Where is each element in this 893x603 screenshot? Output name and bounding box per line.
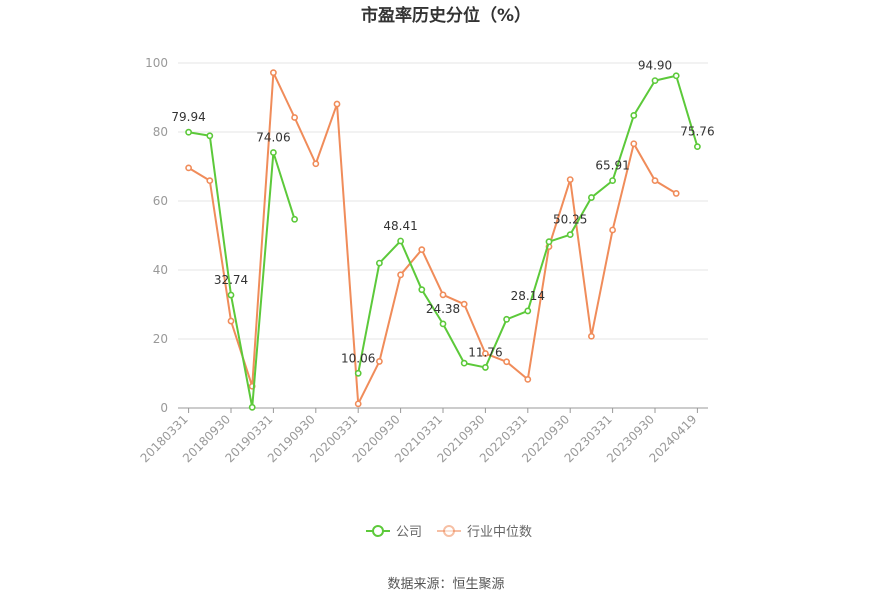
data-label: 50.25: [553, 213, 587, 227]
series-line: [188, 71, 677, 405]
data-label: 79.94: [171, 110, 205, 124]
y-tick-label: 40: [153, 263, 168, 277]
legend-item-company[interactable]: 公司: [366, 525, 422, 540]
data-point[interactable]: [418, 246, 426, 254]
x-axis: 2018033120180930201903312019093020200331…: [138, 407, 708, 465]
data-point[interactable]: [375, 358, 383, 365]
data-point[interactable]: [185, 128, 192, 136]
data-point[interactable]: [354, 369, 362, 377]
data-point[interactable]: [269, 149, 277, 156]
data-point[interactable]: [333, 100, 341, 108]
data-point[interactable]: [185, 164, 192, 172]
y-tick-label: 0: [160, 401, 168, 415]
data-label: 11.76: [468, 345, 502, 359]
data-label: 94.90: [638, 59, 672, 73]
data-point[interactable]: [397, 237, 404, 245]
data-point[interactable]: [672, 72, 680, 80]
y-tick-label: 80: [153, 125, 168, 139]
data-label: 10.06: [341, 351, 375, 365]
data-point[interactable]: [312, 160, 320, 168]
data-point[interactable]: [269, 69, 277, 77]
data-label: 28.14: [511, 289, 545, 303]
data-point[interactable]: [545, 238, 553, 246]
series-line: [188, 131, 296, 409]
legend-company-label: 公司: [396, 525, 422, 540]
data-point[interactable]: [418, 286, 426, 294]
legend-industry-label: 行业中位数: [467, 525, 532, 540]
data-point[interactable]: [481, 350, 489, 357]
data-label: 48.41: [383, 219, 417, 233]
legend-industry-marker: [443, 525, 455, 537]
data-point[interactable]: [609, 177, 616, 185]
data-point[interactable]: [248, 403, 256, 411]
data-point[interactable]: [588, 194, 595, 201]
data-point[interactable]: [672, 190, 680, 197]
data-label: 24.38: [426, 302, 460, 316]
data-point[interactable]: [630, 140, 638, 148]
data-point[interactable]: [291, 215, 298, 223]
y-tick-label: 100: [145, 56, 168, 70]
data-point[interactable]: [630, 112, 638, 119]
data-point[interactable]: [566, 231, 574, 239]
data-point[interactable]: [651, 177, 659, 185]
data-point[interactable]: [503, 315, 510, 323]
grid-lines: [178, 62, 708, 340]
data-point[interactable]: [524, 375, 532, 383]
data-label: 74.06: [256, 130, 290, 144]
data-label: 65.91: [595, 159, 629, 173]
chart-title: 市盈率历史分位（%）: [361, 5, 531, 26]
series-layer: [185, 69, 701, 411]
data-point[interactable]: [206, 177, 214, 185]
series-industry: [185, 69, 680, 408]
legend-company-marker: [372, 525, 384, 537]
data-point[interactable]: [375, 259, 383, 267]
legend: 公司 行业中位数: [366, 525, 532, 540]
data-point[interactable]: [588, 332, 595, 340]
data-point[interactable]: [227, 291, 235, 299]
y-tick-label: 60: [153, 194, 168, 208]
data-point[interactable]: [460, 300, 468, 308]
series-company: [185, 72, 701, 411]
data-point[interactable]: [354, 400, 362, 408]
data-label: 75.76: [680, 125, 714, 139]
y-axis: 0 20 40 60 80 100: [145, 56, 168, 415]
data-point[interactable]: [524, 307, 532, 315]
data-point[interactable]: [460, 359, 468, 367]
data-point[interactable]: [397, 271, 404, 279]
data-point[interactable]: [694, 143, 701, 151]
data-point[interactable]: [503, 358, 510, 366]
data-point[interactable]: [481, 364, 489, 371]
y-tick-label: 20: [153, 332, 168, 346]
data-label: 32.74: [214, 273, 248, 287]
data-labels: 79.94 32.74 74.06 10.06 48.41 24.38 11.76 28.14…: [171, 59, 714, 366]
data-point[interactable]: [609, 226, 616, 234]
data-point[interactable]: [566, 176, 574, 184]
legend-item-industry[interactable]: 行业中位数: [437, 525, 532, 540]
data-point[interactable]: [206, 132, 214, 140]
data-point[interactable]: [439, 320, 447, 328]
data-point[interactable]: [439, 291, 447, 299]
data-point[interactable]: [651, 77, 659, 84]
data-source: 数据来源：恒生聚源: [387, 577, 504, 592]
data-point[interactable]: [227, 317, 235, 325]
data-point[interactable]: [291, 114, 298, 121]
